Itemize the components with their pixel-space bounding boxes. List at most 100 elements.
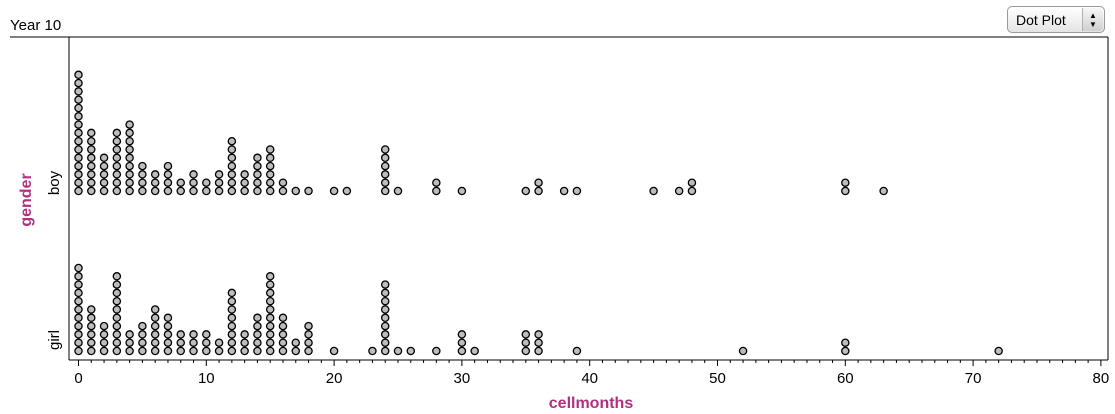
data-point[interactable] [253, 170, 262, 179]
data-point[interactable] [112, 288, 122, 298]
data-point[interactable] [150, 313, 160, 323]
data-point[interactable] [138, 186, 147, 196]
data-point[interactable] [150, 321, 160, 331]
data-point[interactable] [112, 346, 122, 356]
data-point[interactable] [342, 186, 352, 196]
data-point[interactable] [265, 330, 275, 339]
data-point[interactable] [176, 178, 185, 187]
data-point[interactable] [74, 313, 83, 323]
data-point[interactable] [278, 330, 288, 339]
data-point[interactable] [994, 346, 1003, 356]
data-point[interactable] [214, 338, 224, 347]
data-point[interactable] [74, 136, 83, 146]
data-point[interactable] [329, 186, 339, 196]
data-point[interactable] [227, 288, 237, 298]
data-point[interactable] [227, 330, 237, 339]
data-point[interactable] [265, 296, 275, 306]
data-point[interactable] [74, 145, 83, 154]
data-point[interactable] [74, 186, 83, 196]
data-point[interactable] [125, 128, 134, 138]
data-point[interactable] [559, 186, 569, 196]
data-point[interactable] [265, 178, 275, 187]
data-point[interactable] [112, 330, 122, 339]
data-point[interactable] [278, 338, 288, 347]
data-point[interactable] [265, 145, 275, 154]
data-point[interactable] [457, 186, 467, 196]
data-point[interactable] [112, 136, 122, 146]
data-point[interactable] [99, 178, 109, 187]
data-point[interactable] [112, 313, 122, 323]
data-point[interactable] [87, 186, 96, 196]
data-point[interactable] [380, 186, 390, 196]
data-point[interactable] [304, 338, 313, 347]
data-point[interactable] [380, 280, 390, 289]
data-point[interactable] [176, 338, 185, 347]
data-point[interactable] [163, 161, 173, 171]
data-point[interactable] [380, 305, 390, 314]
data-point[interactable] [368, 346, 377, 356]
data-point[interactable] [534, 330, 543, 339]
data-point[interactable] [74, 178, 83, 187]
data-point[interactable] [150, 305, 160, 314]
data-point[interactable] [163, 170, 173, 179]
data-point[interactable] [74, 153, 83, 163]
data-point[interactable] [227, 170, 237, 179]
data-point[interactable] [125, 338, 134, 347]
data-point[interactable] [278, 313, 288, 323]
data-point[interactable] [138, 170, 147, 179]
data-point[interactable] [74, 170, 83, 179]
data-point[interactable] [227, 338, 237, 347]
data-point[interactable] [291, 186, 301, 196]
data-point[interactable] [150, 170, 160, 179]
data-point[interactable] [87, 305, 96, 314]
data-point[interactable] [240, 338, 249, 347]
data-point[interactable] [112, 178, 122, 187]
data-point[interactable] [74, 346, 83, 356]
data-point[interactable] [125, 161, 134, 171]
data-point[interactable] [214, 186, 224, 196]
data-point[interactable] [74, 305, 83, 314]
data-point[interactable] [125, 145, 134, 154]
data-point[interactable] [380, 338, 390, 347]
data-point[interactable] [74, 272, 83, 281]
plot-type-select[interactable]: Dot Plot ▲ ▼ [1007, 6, 1105, 33]
data-point[interactable] [87, 338, 96, 347]
data-point[interactable] [265, 321, 275, 331]
data-point[interactable] [253, 178, 262, 187]
data-point[interactable] [738, 346, 748, 356]
data-point[interactable] [125, 170, 134, 179]
data-point[interactable] [253, 321, 262, 331]
data-point[interactable] [278, 178, 288, 187]
data-point[interactable] [176, 346, 185, 356]
data-point[interactable] [87, 145, 96, 154]
data-point[interactable] [380, 346, 390, 356]
data-point[interactable] [380, 296, 390, 306]
data-point[interactable] [521, 338, 531, 347]
data-point[interactable] [253, 161, 262, 171]
data-point[interactable] [534, 346, 543, 356]
data-point[interactable] [74, 95, 83, 104]
data-point[interactable] [841, 346, 850, 356]
data-point[interactable] [227, 136, 237, 146]
data-point[interactable] [74, 321, 83, 331]
data-point[interactable] [227, 346, 237, 356]
data-point[interactable] [227, 321, 237, 331]
data-point[interactable] [240, 178, 249, 187]
data-point[interactable] [380, 321, 390, 331]
data-point[interactable] [649, 186, 658, 196]
data-point[interactable] [227, 161, 237, 171]
data-point[interactable] [163, 330, 173, 339]
data-point[interactable] [125, 330, 134, 339]
data-point[interactable] [521, 330, 531, 339]
data-point[interactable] [265, 288, 275, 298]
data-point[interactable] [112, 296, 122, 306]
data-point[interactable] [380, 288, 390, 298]
data-point[interactable] [380, 178, 390, 187]
data-point[interactable] [150, 338, 160, 347]
data-point[interactable] [393, 346, 403, 356]
data-point[interactable] [304, 186, 313, 196]
data-point[interactable] [841, 338, 850, 347]
data-point[interactable] [138, 346, 147, 356]
data-point[interactable] [521, 186, 531, 196]
data-point[interactable] [457, 338, 467, 347]
